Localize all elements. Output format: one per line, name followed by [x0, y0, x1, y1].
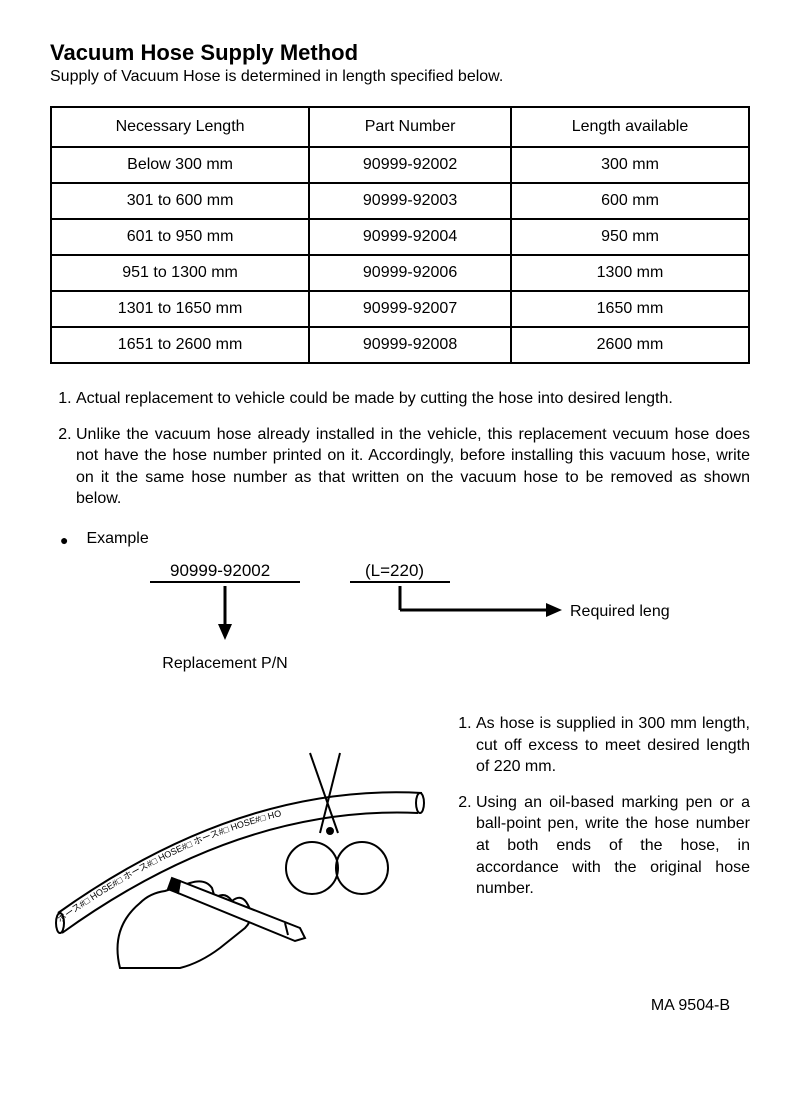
- table-row: Below 300 mm90999-92002300 mm: [51, 147, 749, 183]
- table-cell: 300 mm: [511, 147, 749, 183]
- table-row: 951 to 1300 mm90999-920061300 mm: [51, 255, 749, 291]
- table-cell: 950 mm: [511, 219, 749, 255]
- table-cell: 951 to 1300 mm: [51, 255, 309, 291]
- scissors-icon: [286, 753, 388, 894]
- table-cell: 90999-92008: [309, 327, 511, 363]
- table-cell: 1301 to 1650 mm: [51, 291, 309, 327]
- illustration-steps: As hose is supplied in 300 mm length, cu…: [450, 713, 750, 914]
- example-length-code: (L=220): [365, 561, 424, 580]
- col-header: Part Number: [309, 107, 511, 147]
- note-item: Unlike the vacuum hose already installed…: [76, 424, 750, 510]
- step-item: Using an oil-based marking pen or a ball…: [476, 792, 750, 900]
- table-cell: 90999-92007: [309, 291, 511, 327]
- table-cell: 90999-92004: [309, 219, 511, 255]
- table-cell: 601 to 950 mm: [51, 219, 309, 255]
- col-header: Length available: [511, 107, 749, 147]
- note-item: Actual replacement to vehicle could be m…: [76, 388, 750, 410]
- notes-list: Actual replacement to vehicle could be m…: [50, 388, 750, 510]
- example-length-caption: Required length: [570, 603, 670, 620]
- table-cell: 1651 to 2600 mm: [51, 327, 309, 363]
- table-row: 301 to 600 mm90999-92003600 mm: [51, 183, 749, 219]
- table-cell: 301 to 600 mm: [51, 183, 309, 219]
- table-body: Below 300 mm90999-92002300 mm301 to 600 …: [51, 147, 749, 363]
- example-diagram: 90999-92002 Replacement P/N (L=220) Requ…: [150, 558, 670, 678]
- example-bullet: ●: [60, 530, 68, 548]
- example-row: ● Example: [60, 530, 750, 548]
- table-cell: 1650 mm: [511, 291, 749, 327]
- hose-end-right: [416, 793, 424, 813]
- example-label: Example: [86, 530, 148, 548]
- example-pn-caption: Replacement P/N: [162, 655, 287, 672]
- arrow-head-right: [546, 603, 562, 617]
- table-cell: 1300 mm: [511, 255, 749, 291]
- table-row: 1651 to 2600 mm90999-920082600 mm: [51, 327, 749, 363]
- illustration-row: ホース#□ HOSE#□ ホース#□ HOSE#□ ホース#□ HOSE#□ H…: [50, 713, 750, 973]
- table-cell: 2600 mm: [511, 327, 749, 363]
- arrow-head-down: [218, 624, 232, 640]
- table-cell: 90999-92003: [309, 183, 511, 219]
- page-subtitle: Supply of Vacuum Hose is determined in l…: [50, 68, 750, 86]
- table-row: 601 to 950 mm90999-92004950 mm: [51, 219, 749, 255]
- table-row: 1301 to 1650 mm90999-920071650 mm: [51, 291, 749, 327]
- hose-illustration: ホース#□ HOSE#□ ホース#□ HOSE#□ ホース#□ HOSE#□ H…: [50, 713, 430, 973]
- parts-table: Necessary Length Part Number Length avai…: [50, 106, 750, 364]
- hose-top-edge: [58, 792, 422, 913]
- col-header: Necessary Length: [51, 107, 309, 147]
- table-header-row: Necessary Length Part Number Length avai…: [51, 107, 749, 147]
- example-part-number: 90999-92002: [170, 561, 270, 580]
- table-cell: 90999-92002: [309, 147, 511, 183]
- table-cell: 90999-92006: [309, 255, 511, 291]
- page-title: Vacuum Hose Supply Method: [50, 40, 750, 66]
- table-cell: 600 mm: [511, 183, 749, 219]
- table-cell: Below 300 mm: [51, 147, 309, 183]
- step-item: As hose is supplied in 300 mm length, cu…: [476, 713, 750, 778]
- footer-code: MA 9504-B: [50, 997, 750, 1015]
